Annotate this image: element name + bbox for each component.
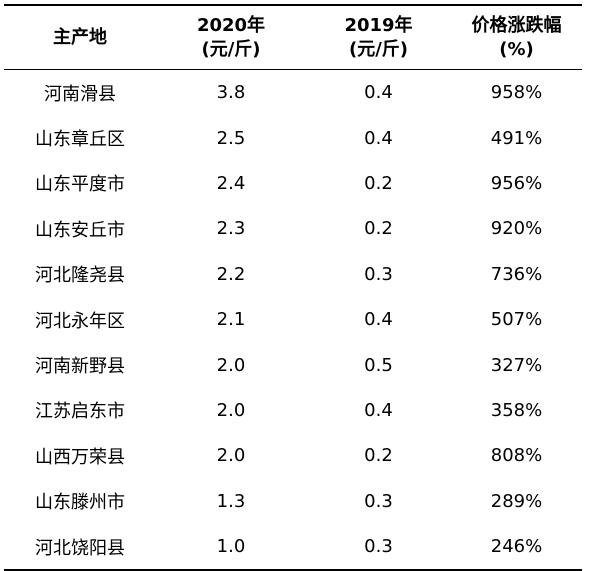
top-rule xyxy=(4,4,582,6)
change-cell: 491% xyxy=(490,127,543,149)
bottom-rule xyxy=(4,569,582,571)
price-2019-cell: 0.4 xyxy=(364,399,393,421)
price-2019-cell: 0.2 xyxy=(364,218,393,240)
header-2020-year: 2020年 xyxy=(196,14,266,36)
table-row: 河北永年区 2.1 0.4 507% xyxy=(4,297,582,342)
price-2019-cell: 0.3 xyxy=(364,490,393,512)
header-change-label: 价格涨跌幅 xyxy=(471,14,562,36)
header-2019: 2019年 (元/斤) xyxy=(306,6,451,69)
table-body: 河南滑县 3.8 0.4 958% 山东章丘区 2.5 0.4 491% 山东平… xyxy=(4,70,582,569)
table-header: 主产地 2020年 (元/斤) 2019年 (元/斤) 价格涨跌幅 (%) xyxy=(4,6,582,70)
price-2020-cell: 2.0 xyxy=(216,399,246,421)
origin-cell: 河北饶阳县 xyxy=(35,537,125,559)
header-2020-unit: (元/斤) xyxy=(201,38,261,60)
header-origin-label: 主产地 xyxy=(53,26,107,48)
price-2020-cell: 2.1 xyxy=(216,309,246,331)
origin-cell: 山东滕州市 xyxy=(35,492,125,514)
price-2020-cell: 3.8 xyxy=(216,82,246,104)
table-row: 山东滕州市 1.3 0.3 289% xyxy=(4,479,582,524)
table-row: 河南滑县 3.8 0.4 958% xyxy=(4,70,582,115)
change-cell: 920% xyxy=(490,218,543,240)
change-cell: 808% xyxy=(490,445,543,467)
change-cell: 507% xyxy=(490,309,543,331)
header-2019-year: 2019年 xyxy=(344,14,413,36)
table-row: 山东安丘市 2.3 0.2 920% xyxy=(4,206,582,251)
header-change: 价格涨跌幅 (%) xyxy=(451,6,582,69)
price-table: 主产地 2020年 (元/斤) 2019年 (元/斤) 价格涨跌幅 (%) 河南… xyxy=(4,4,582,571)
header-2020: 2020年 (元/斤) xyxy=(156,6,306,69)
table-row: 河南新野县 2.0 0.5 327% xyxy=(4,342,582,387)
change-cell: 246% xyxy=(490,536,543,558)
table-row: 江苏启东市 2.0 0.4 358% xyxy=(4,388,582,433)
origin-cell: 河北永年区 xyxy=(35,310,125,332)
table-row: 河北隆尧县 2.2 0.3 736% xyxy=(4,252,582,297)
price-2019-cell: 0.3 xyxy=(364,536,393,558)
price-2019-cell: 0.4 xyxy=(364,127,393,149)
price-2020-cell: 2.0 xyxy=(216,354,246,376)
change-cell: 956% xyxy=(490,172,543,194)
price-2020-cell: 2.2 xyxy=(216,263,246,285)
header-change-unit: (%) xyxy=(499,38,534,60)
origin-cell: 山东章丘区 xyxy=(35,129,125,151)
origin-cell: 山西万荣县 xyxy=(35,446,125,468)
change-cell: 958% xyxy=(490,82,543,104)
origin-cell: 河南滑县 xyxy=(44,83,116,105)
price-2019-cell: 0.2 xyxy=(364,172,393,194)
table-row: 河北饶阳县 1.0 0.3 246% xyxy=(4,524,582,569)
price-2020-cell: 1.0 xyxy=(216,536,246,558)
change-cell: 289% xyxy=(490,490,543,512)
price-2020-cell: 2.3 xyxy=(216,218,246,240)
origin-cell: 江苏启东市 xyxy=(35,401,125,423)
table-row: 山东平度市 2.4 0.2 956% xyxy=(4,161,582,206)
price-2020-cell: 1.3 xyxy=(216,490,246,512)
origin-cell: 河南新野县 xyxy=(35,356,125,378)
price-2019-cell: 0.4 xyxy=(364,309,393,331)
change-cell: 736% xyxy=(490,263,543,285)
table-row: 山西万荣县 2.0 0.2 808% xyxy=(4,433,582,478)
price-2019-cell: 0.3 xyxy=(364,263,393,285)
price-2019-cell: 0.2 xyxy=(364,445,393,467)
price-2020-cell: 2.0 xyxy=(216,445,246,467)
change-cell: 358% xyxy=(490,399,543,421)
origin-cell: 山东安丘市 xyxy=(35,219,125,241)
origin-cell: 山东平度市 xyxy=(35,174,125,196)
table-row: 山东章丘区 2.5 0.4 491% xyxy=(4,115,582,160)
price-2020-cell: 2.5 xyxy=(216,127,246,149)
origin-cell: 河北隆尧县 xyxy=(35,265,125,287)
price-2020-cell: 2.4 xyxy=(216,172,246,194)
price-2019-cell: 0.5 xyxy=(364,354,393,376)
header-origin: 主产地 xyxy=(4,6,156,69)
price-2019-cell: 0.4 xyxy=(364,82,393,104)
header-2019-unit: (元/斤) xyxy=(348,38,409,60)
change-cell: 327% xyxy=(490,354,543,376)
